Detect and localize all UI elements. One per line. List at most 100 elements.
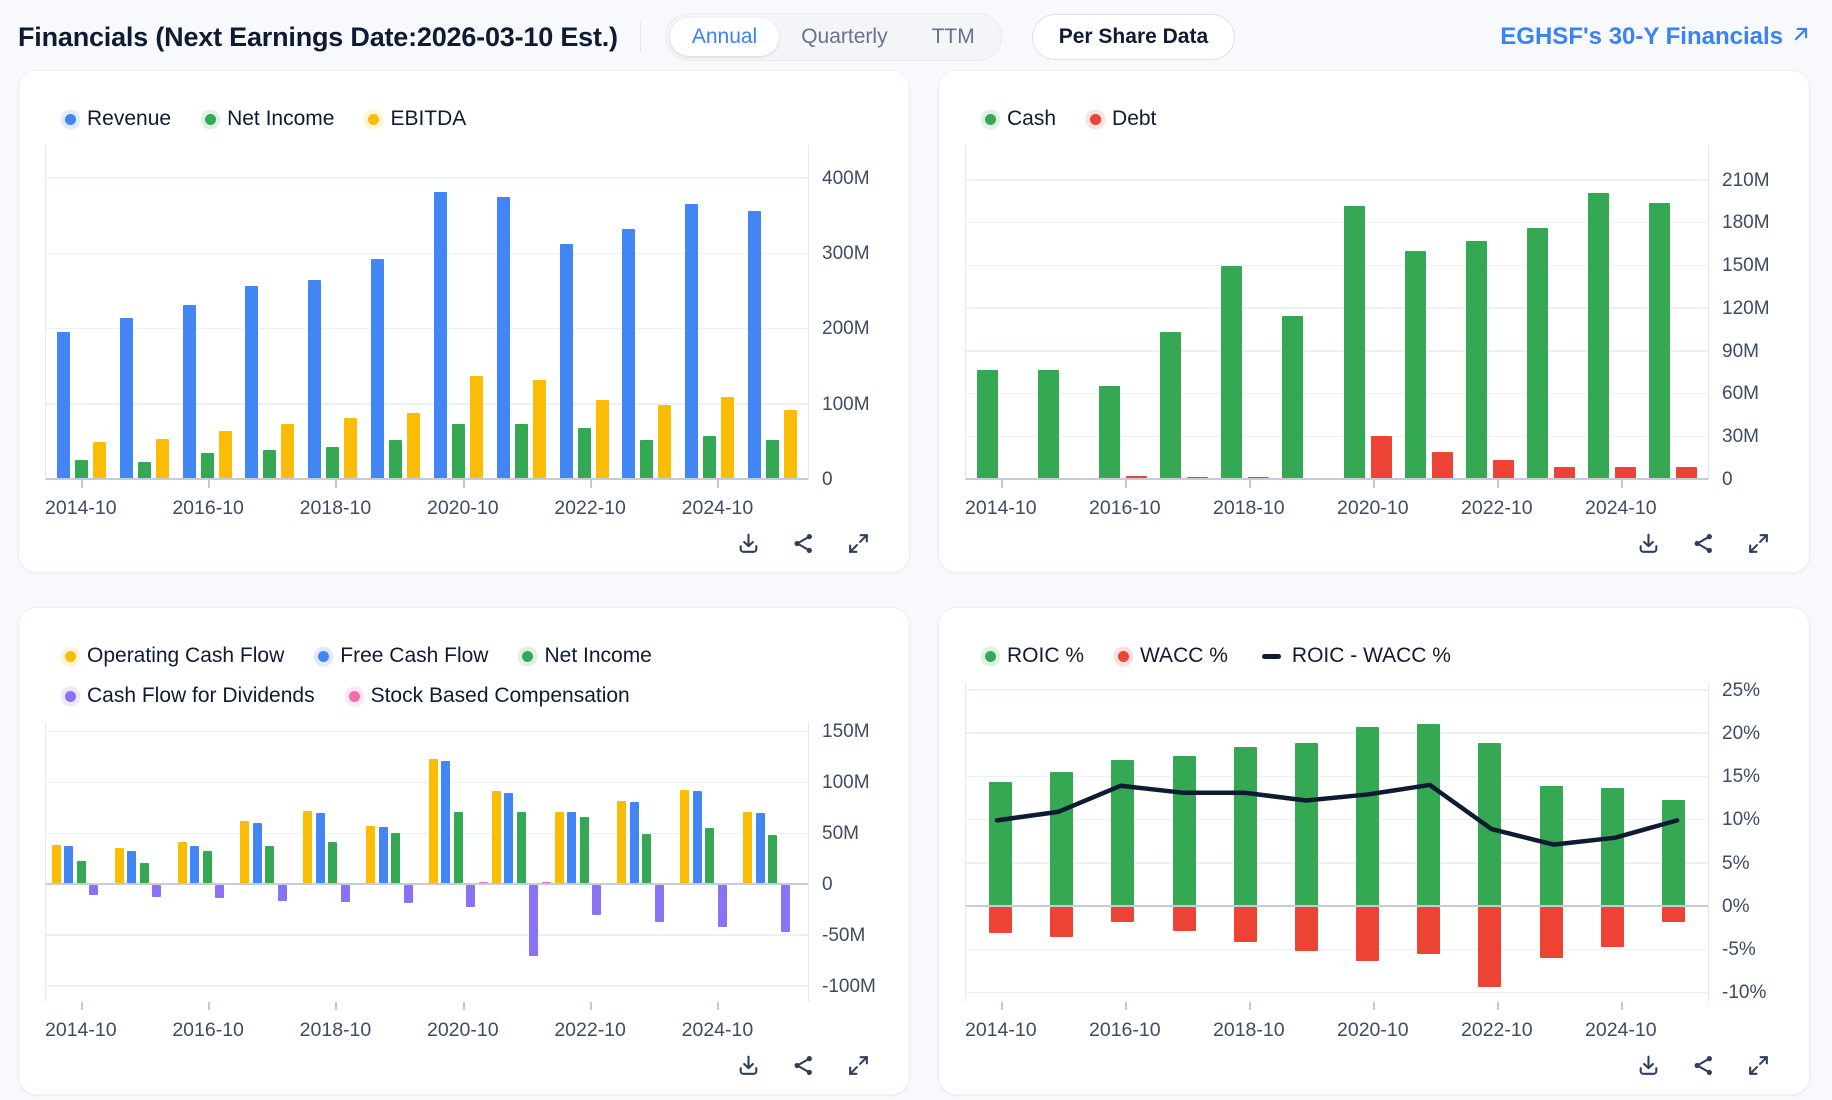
expand-icon[interactable]: [846, 531, 871, 556]
x-axis: 2014-10 2016-10 2018-10 2020-10 2022-10 2024-…: [45, 1002, 809, 1045]
legend-item[interactable]: ROIC - WACC %: [1261, 644, 1451, 668]
x-tick-label: 2018-10: [300, 1002, 371, 1045]
x-tick-label: [626, 1010, 682, 1045]
bar: [119, 318, 133, 480]
legend-item[interactable]: WACC %: [1118, 644, 1228, 668]
bar-group: [1643, 682, 1704, 1002]
period-tab-group: Annual Quarterly TTM: [664, 13, 1002, 61]
bar-group: [1459, 682, 1520, 1002]
gridline: [966, 179, 1708, 181]
x-axis: 2014-10 2016-10 2018-10 2020-10 2022-10 2024-…: [965, 480, 1709, 523]
tab-annual[interactable]: Annual: [669, 18, 780, 56]
bar: [127, 851, 137, 885]
charts-grid: Revenue Net Income EBITDA 0 100M 200M 300M 400…: [18, 70, 1812, 1095]
download-icon[interactable]: [1636, 1053, 1661, 1078]
per-share-data-button[interactable]: Per Share Data: [1031, 14, 1236, 60]
bar-group: [50, 722, 113, 1002]
bar: [1676, 467, 1698, 480]
x-tick-label: [1657, 488, 1709, 523]
legend-item[interactable]: Operating Cash Flow: [65, 644, 284, 668]
tab-ttm[interactable]: TTM: [931, 25, 975, 48]
x-tick-label: 2016-10: [1089, 1002, 1161, 1045]
card-actions: [965, 1045, 1783, 1084]
bar: [717, 884, 727, 927]
legend-item[interactable]: Debt: [1090, 107, 1156, 131]
legend-item[interactable]: Revenue: [65, 107, 171, 131]
x-tick-label: 2018-10: [1213, 480, 1285, 523]
bar-groups: [966, 145, 1708, 480]
legend-label: Free Cash Flow: [340, 644, 489, 667]
y-tick-label: 0: [822, 873, 833, 895]
bar: [328, 842, 338, 885]
x-tick-label: 2020-10: [427, 480, 499, 523]
x-tick-label: 2022-10: [1461, 1002, 1533, 1045]
bar: [1111, 906, 1135, 923]
legend-item[interactable]: EBITDA: [368, 107, 466, 131]
download-icon[interactable]: [1636, 531, 1661, 556]
download-icon[interactable]: [736, 531, 761, 556]
gridline: [966, 862, 1708, 864]
card-actions: [45, 523, 883, 562]
legend-item[interactable]: Net Income: [522, 644, 652, 668]
bar: [1050, 771, 1074, 907]
legend-item[interactable]: Stock Based Compensation: [348, 684, 630, 708]
download-icon[interactable]: [736, 1053, 761, 1078]
share-icon[interactable]: [1691, 1053, 1716, 1078]
bar: [748, 210, 762, 480]
bar: [780, 884, 790, 932]
bar: [514, 424, 528, 480]
x-axis: 2014-10 2016-10 2018-10 2020-10 2022-10 2024-…: [965, 1002, 1709, 1045]
legend-item[interactable]: ROIC %: [985, 644, 1084, 668]
share-icon[interactable]: [791, 531, 816, 556]
expand-icon[interactable]: [1746, 531, 1771, 556]
chart-plot[interactable]: [45, 145, 809, 480]
gridline: [966, 392, 1708, 395]
bar: [366, 825, 376, 885]
legend-dot-icon: [985, 113, 996, 125]
legend-item[interactable]: Cash Flow for Dividends: [65, 684, 315, 708]
bar: [496, 196, 510, 480]
legend-item[interactable]: Cash: [985, 107, 1056, 131]
x-tick-label: 2022-10: [554, 1002, 626, 1045]
chart-plot[interactable]: [45, 722, 809, 1002]
bar-group: [1582, 145, 1643, 480]
bar-group: [50, 145, 113, 480]
bar: [182, 304, 196, 480]
bar: [1111, 759, 1135, 907]
chart-plot[interactable]: [965, 682, 1709, 1002]
tab-quarterly[interactable]: Quarterly: [801, 25, 888, 48]
y-tick-label: 5%: [1722, 852, 1750, 874]
share-icon[interactable]: [1691, 531, 1716, 556]
bar: [1356, 726, 1380, 907]
thirty-year-financials-link[interactable]: EGHSF's 30-Y Financials: [1500, 23, 1812, 52]
bar-group: [238, 145, 301, 480]
bar: [451, 424, 465, 480]
expand-icon[interactable]: [1746, 1053, 1771, 1078]
legend-item[interactable]: Free Cash Flow: [318, 644, 488, 668]
link-label: EGHSF's 30-Y Financials: [1500, 23, 1783, 50]
chart-plot[interactable]: [965, 145, 1709, 480]
gridline: [46, 730, 808, 733]
bar-group: [741, 722, 804, 1002]
x-tick-label: 2022-10: [1461, 480, 1533, 523]
bar-group: [1337, 682, 1398, 1002]
x-tick-label: [1533, 488, 1585, 523]
y-tick-label: 120M: [1722, 297, 1770, 319]
x-tick-label: 2016-10: [172, 1002, 244, 1045]
bar: [559, 244, 573, 480]
bar: [1125, 475, 1147, 480]
bar: [703, 435, 717, 480]
bar: [577, 428, 591, 480]
expand-icon[interactable]: [846, 1053, 871, 1078]
gridline: [966, 948, 1708, 951]
legend-label: Revenue: [87, 107, 172, 130]
x-tick-label: [117, 488, 173, 523]
share-icon[interactable]: [791, 1053, 816, 1078]
x-tick-label: 2024-10: [1585, 1002, 1657, 1045]
bar-group: [1643, 145, 1704, 480]
gridline: [46, 252, 808, 255]
chart-area: 0 100M 200M 300M 400M 2014-10 2016-10 2018-10 2…: [45, 145, 883, 523]
legend-dot-icon: [65, 690, 76, 702]
legend-item[interactable]: Net Income: [205, 107, 334, 131]
bar-group: [1459, 145, 1520, 480]
